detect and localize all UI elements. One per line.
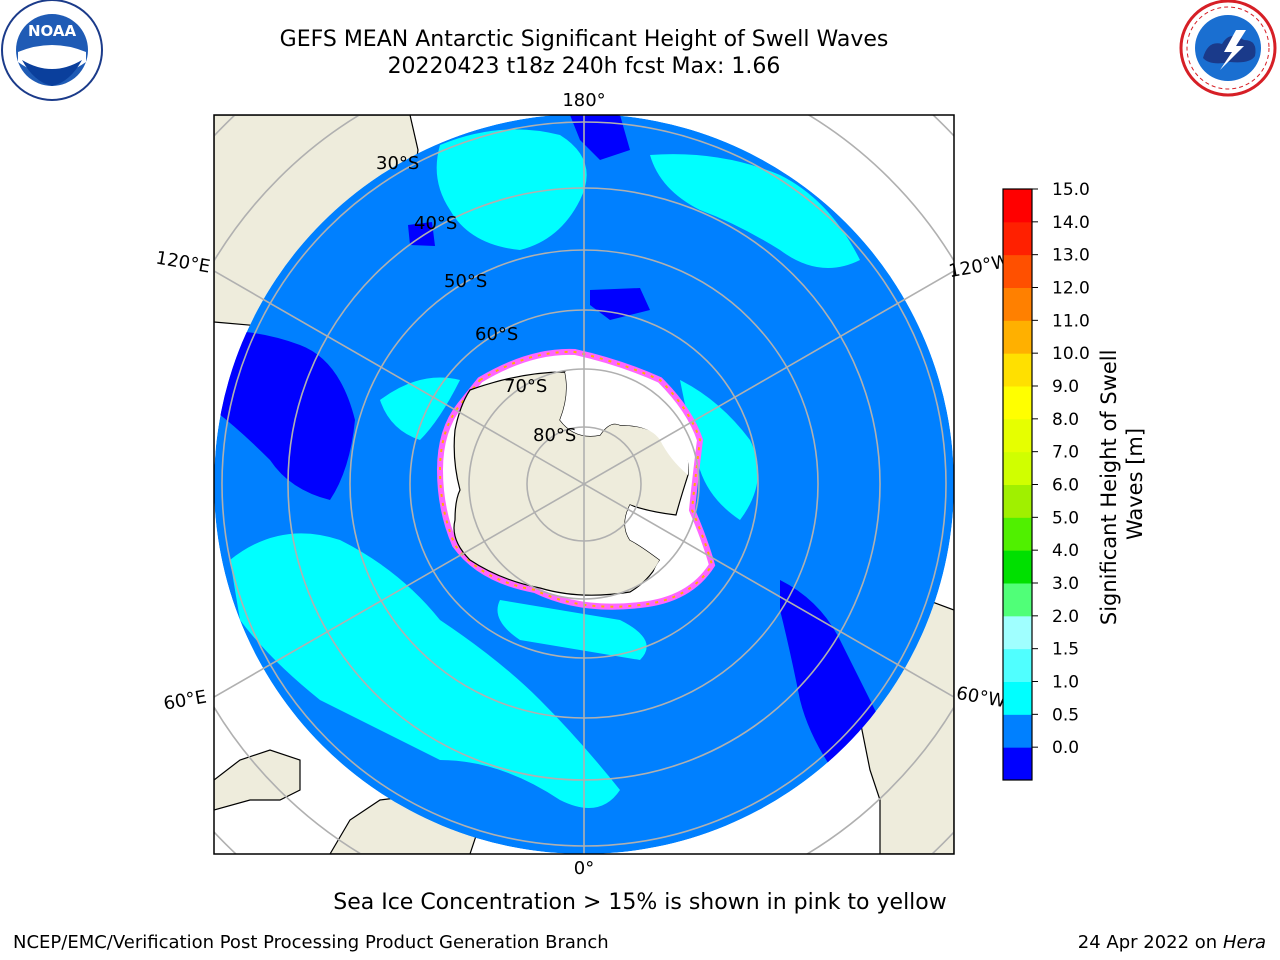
colorbar-label: Significant Height of Swell Waves [m]: [1097, 343, 1147, 625]
colorbar-segment: [1003, 287, 1032, 321]
footer-host: Hera: [1222, 932, 1266, 953]
colorbar-segment: [1003, 550, 1032, 584]
colorbar-tick-label: 3.0: [1052, 574, 1079, 594]
colorbar-segment: [1003, 583, 1032, 617]
nws-logo: [1179, 0, 1277, 97]
colorbar-tick-label: 13.0: [1052, 246, 1090, 266]
colorbar-tick-label: 1.5: [1052, 640, 1079, 660]
map-frame: [213, 114, 955, 855]
colorbar-segment: [1003, 254, 1032, 288]
colorbar-label-line-1: Significant Height of Swell: [1097, 350, 1121, 626]
colorbar-segment: [1003, 451, 1032, 485]
colorbar-segment: [1003, 615, 1032, 650]
swell-1-to-1-5m: [230, 129, 860, 808]
colorbar-segment: [1003, 221, 1032, 256]
colorbar-segment: [1003, 714, 1032, 748]
lon-label-60w: 60°W: [955, 683, 1008, 712]
lat-label-70s: 70°S: [504, 376, 547, 397]
colorbar-segment: [1003, 517, 1032, 551]
colorbar-tick-label: 4.0: [1052, 541, 1079, 561]
lat-label-30s: 30°S: [376, 153, 419, 174]
lon-label-180: 180°: [562, 90, 605, 111]
colorbar-segment: [1003, 320, 1032, 354]
colorbar-label-line-2: Waves [m]: [1123, 428, 1147, 540]
lat-label-40s: 40°S: [414, 213, 457, 234]
colorbar-tick-label: 1.0: [1052, 673, 1079, 693]
colorbar-tick-label: 11.0: [1052, 311, 1090, 331]
colorbar-segment: [1003, 681, 1032, 715]
noaa-logo-text: NOAA: [28, 22, 77, 40]
footer-date-text: 24 Apr 2022 on: [1077, 932, 1223, 953]
swell-0-to-0-5m: [214, 115, 880, 780]
colorbar-segment: [1003, 418, 1032, 453]
colorbar-tick-label: 6.0: [1052, 476, 1079, 496]
colorbar-segment: [1003, 189, 1032, 223]
map-panel: 30°S 40°S 50°S 60°S 70°S 80°S: [214, 115, 954, 854]
colorbar-tick-label: 7.0: [1052, 443, 1079, 463]
graticule: [214, 115, 954, 854]
lat-label-80s: 80°S: [533, 425, 576, 446]
colorbar-tick-label: 12.0: [1052, 279, 1090, 299]
title-line-2: 20220423 t18z 240h fcst Max: 1.66: [387, 54, 781, 79]
colorbar-tick-label: 9.0: [1052, 377, 1079, 397]
noaa-logo: NOAA: [1, 0, 103, 101]
footer-date: 24 Apr 2022 on Hera: [1078, 932, 1266, 953]
title-line-1: GEFS MEAN Antarctic Significant Height o…: [279, 27, 889, 52]
colorbar-tick-label: 5.0: [1052, 508, 1079, 528]
lon-label-0: 0°: [574, 858, 594, 879]
colorbar-tick-label: 8.0: [1052, 410, 1079, 430]
colorbar: 15.0 14.0 13.0 12.0 11.0 10.0 9.0 8.0 7.0 6.0 5.0 4…: [1002, 180, 1090, 781]
lon-label-120e: 120°E: [154, 247, 212, 277]
colorbar-segment: [1003, 386, 1032, 420]
lat-label-50s: 50°S: [444, 271, 487, 292]
colorbar-tick-label: 2.0: [1052, 607, 1079, 627]
sea-ice-caption: Sea Ice Concentration > 15% is shown in …: [333, 890, 947, 915]
colorbar-segment: [1003, 747, 1032, 781]
colorbar-segment: [1003, 353, 1032, 387]
colorbar-tick-label: 15.0: [1052, 180, 1090, 200]
colorbar-segment: [1003, 484, 1032, 518]
colorbar-segment: [1003, 648, 1032, 682]
lon-label-60e: 60°E: [162, 686, 208, 714]
footer-credit: NCEP/EMC/Verification Post Processing Pr…: [13, 932, 609, 953]
swell-height-field: [214, 115, 954, 854]
colorbar-tick-label: 14.0: [1052, 213, 1090, 233]
lon-label-120w: 120°W: [947, 251, 1011, 282]
colorbar-tick-label: 10.0: [1052, 344, 1090, 364]
colorbar-tick-label: 0.5: [1052, 705, 1079, 725]
colorbar-tick-label: 0.0: [1052, 738, 1079, 758]
lat-label-60s: 60°S: [475, 324, 518, 345]
